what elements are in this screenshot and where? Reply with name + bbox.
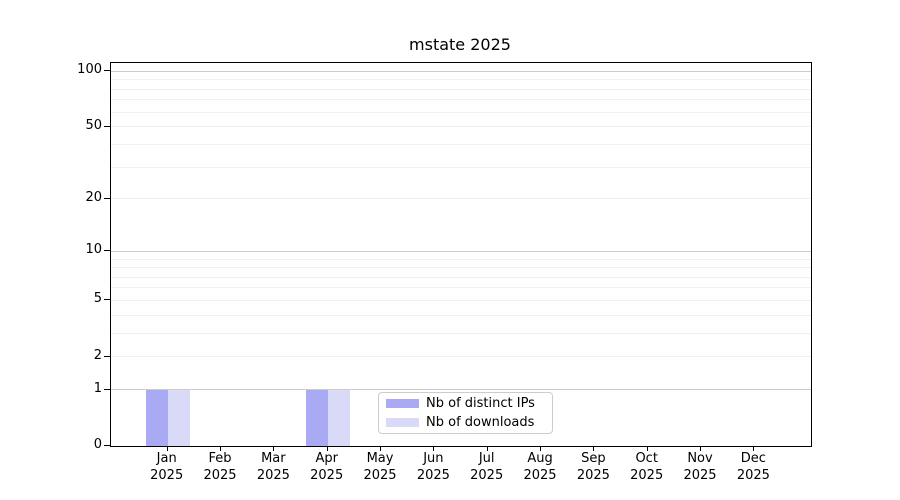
x-tick-label-year: 2025 — [310, 468, 344, 483]
y-tick — [104, 445, 110, 446]
gridline-minor — [111, 88, 811, 90]
y-tick-label: 50 — [85, 117, 102, 133]
x-tick-label-year: 2025 — [576, 468, 610, 483]
y-tick-label: 100 — [77, 62, 102, 78]
y-tick — [104, 70, 110, 72]
x-tick — [646, 446, 648, 451]
y-tick-label: 2 — [93, 347, 102, 363]
x-tick-label: Feb 2025 — [188, 450, 252, 484]
legend-item-label: Nb of distinct IPs — [426, 396, 535, 411]
x-tick-label-year: 2025 — [363, 468, 397, 483]
x-tick-label-year: 2025 — [416, 468, 450, 483]
x-tick-label-month: Oct — [635, 451, 658, 466]
gridline-minor — [111, 143, 811, 145]
x-tick — [326, 446, 328, 451]
x-tick — [380, 446, 382, 451]
x-tick-label: Jul 2025 — [455, 450, 519, 484]
gridline-minor — [111, 299, 811, 301]
gridline-minor — [111, 356, 811, 358]
y-tick — [104, 125, 110, 127]
gridline-minor — [111, 111, 811, 113]
x-tick-label: Nov 2025 — [668, 450, 732, 484]
x-tick-label: Dec 2025 — [721, 450, 785, 484]
x-tick-label-month: Jun — [423, 451, 444, 466]
bar-distinct-ips — [305, 389, 328, 446]
bar-downloads — [167, 389, 190, 446]
x-tick-label-month: Nov — [687, 451, 713, 466]
x-tick — [540, 446, 542, 451]
x-tick — [700, 446, 702, 451]
x-tick-label-month: Sep — [581, 451, 606, 466]
x-tick-label-year: 2025 — [203, 468, 237, 483]
x-tick-label-year: 2025 — [736, 468, 770, 483]
gridline-minor — [111, 126, 811, 128]
x-tick — [273, 446, 275, 451]
x-tick-label: Sep 2025 — [561, 450, 625, 484]
x-tick-label-month: Jul — [478, 451, 495, 466]
x-tick-label-month: May — [366, 451, 394, 466]
y-tick — [104, 388, 110, 390]
gridline-minor — [111, 332, 811, 334]
gridline-minor — [111, 258, 811, 260]
x-tick-label: Jan 2025 — [135, 450, 199, 484]
y-tick — [104, 197, 110, 199]
x-tick-label-month: Dec — [740, 451, 766, 466]
y-tick-label: 10 — [85, 242, 102, 258]
legend-swatch — [386, 418, 419, 427]
x-tick-label-month: Feb — [208, 451, 232, 466]
x-tick-label-year: 2025 — [256, 468, 290, 483]
bar-downloads — [327, 389, 350, 446]
x-tick-label: May 2025 — [348, 450, 412, 484]
x-tick — [433, 446, 435, 451]
gridline-major — [111, 389, 811, 391]
legend-item: Nb of distinct IPs — [379, 396, 552, 411]
x-tick — [166, 446, 168, 451]
x-tick-label-year: 2025 — [150, 468, 184, 483]
bar-distinct-ips — [145, 389, 168, 446]
y-tick — [104, 299, 110, 301]
gridline-minor — [111, 79, 811, 81]
gridline-minor — [111, 166, 811, 168]
y-tick — [104, 355, 110, 357]
x-tick-label: Apr 2025 — [295, 450, 359, 484]
x-tick — [220, 446, 222, 451]
y-tick-label: 1 — [93, 380, 102, 396]
gridline-minor — [111, 314, 811, 316]
gridline-major — [111, 70, 811, 72]
plot-area — [110, 62, 812, 447]
y-tick-label: 20 — [85, 189, 102, 205]
y-tick-label: 5 — [93, 291, 102, 307]
gridline-minor — [111, 267, 811, 269]
x-tick — [753, 446, 755, 451]
x-tick-label: Oct 2025 — [615, 450, 679, 484]
x-tick — [593, 446, 595, 451]
y-tick-label: 0 — [93, 437, 102, 452]
y-tick — [104, 250, 110, 252]
gridline-minor — [111, 99, 811, 101]
gridline-major — [111, 250, 811, 252]
legend: Nb of distinct IPs Nb of downloads — [378, 392, 553, 434]
legend-item: Nb of downloads — [379, 415, 552, 430]
x-tick-label: Aug 2025 — [508, 450, 572, 484]
legend-item-label: Nb of downloads — [426, 415, 535, 430]
x-tick-label-year: 2025 — [523, 468, 557, 483]
x-tick-label: Mar 2025 — [241, 450, 305, 484]
chart-title: mstate 2025 — [409, 35, 511, 54]
x-tick-label-month: Apr — [315, 451, 338, 466]
x-tick-label-year: 2025 — [683, 468, 717, 483]
gridline-minor — [111, 287, 811, 289]
x-tick-label-month: Aug — [527, 451, 553, 466]
x-tick-label-year: 2025 — [630, 468, 664, 483]
x-tick — [486, 446, 488, 451]
x-tick-label-month: Mar — [261, 451, 286, 466]
legend-swatch — [386, 399, 419, 408]
gridline-minor — [111, 276, 811, 278]
x-tick-label-year: 2025 — [470, 468, 504, 483]
gridline-minor — [111, 198, 811, 200]
x-tick-label-month: Jan — [156, 451, 177, 466]
x-tick-label: Jun 2025 — [401, 450, 465, 484]
